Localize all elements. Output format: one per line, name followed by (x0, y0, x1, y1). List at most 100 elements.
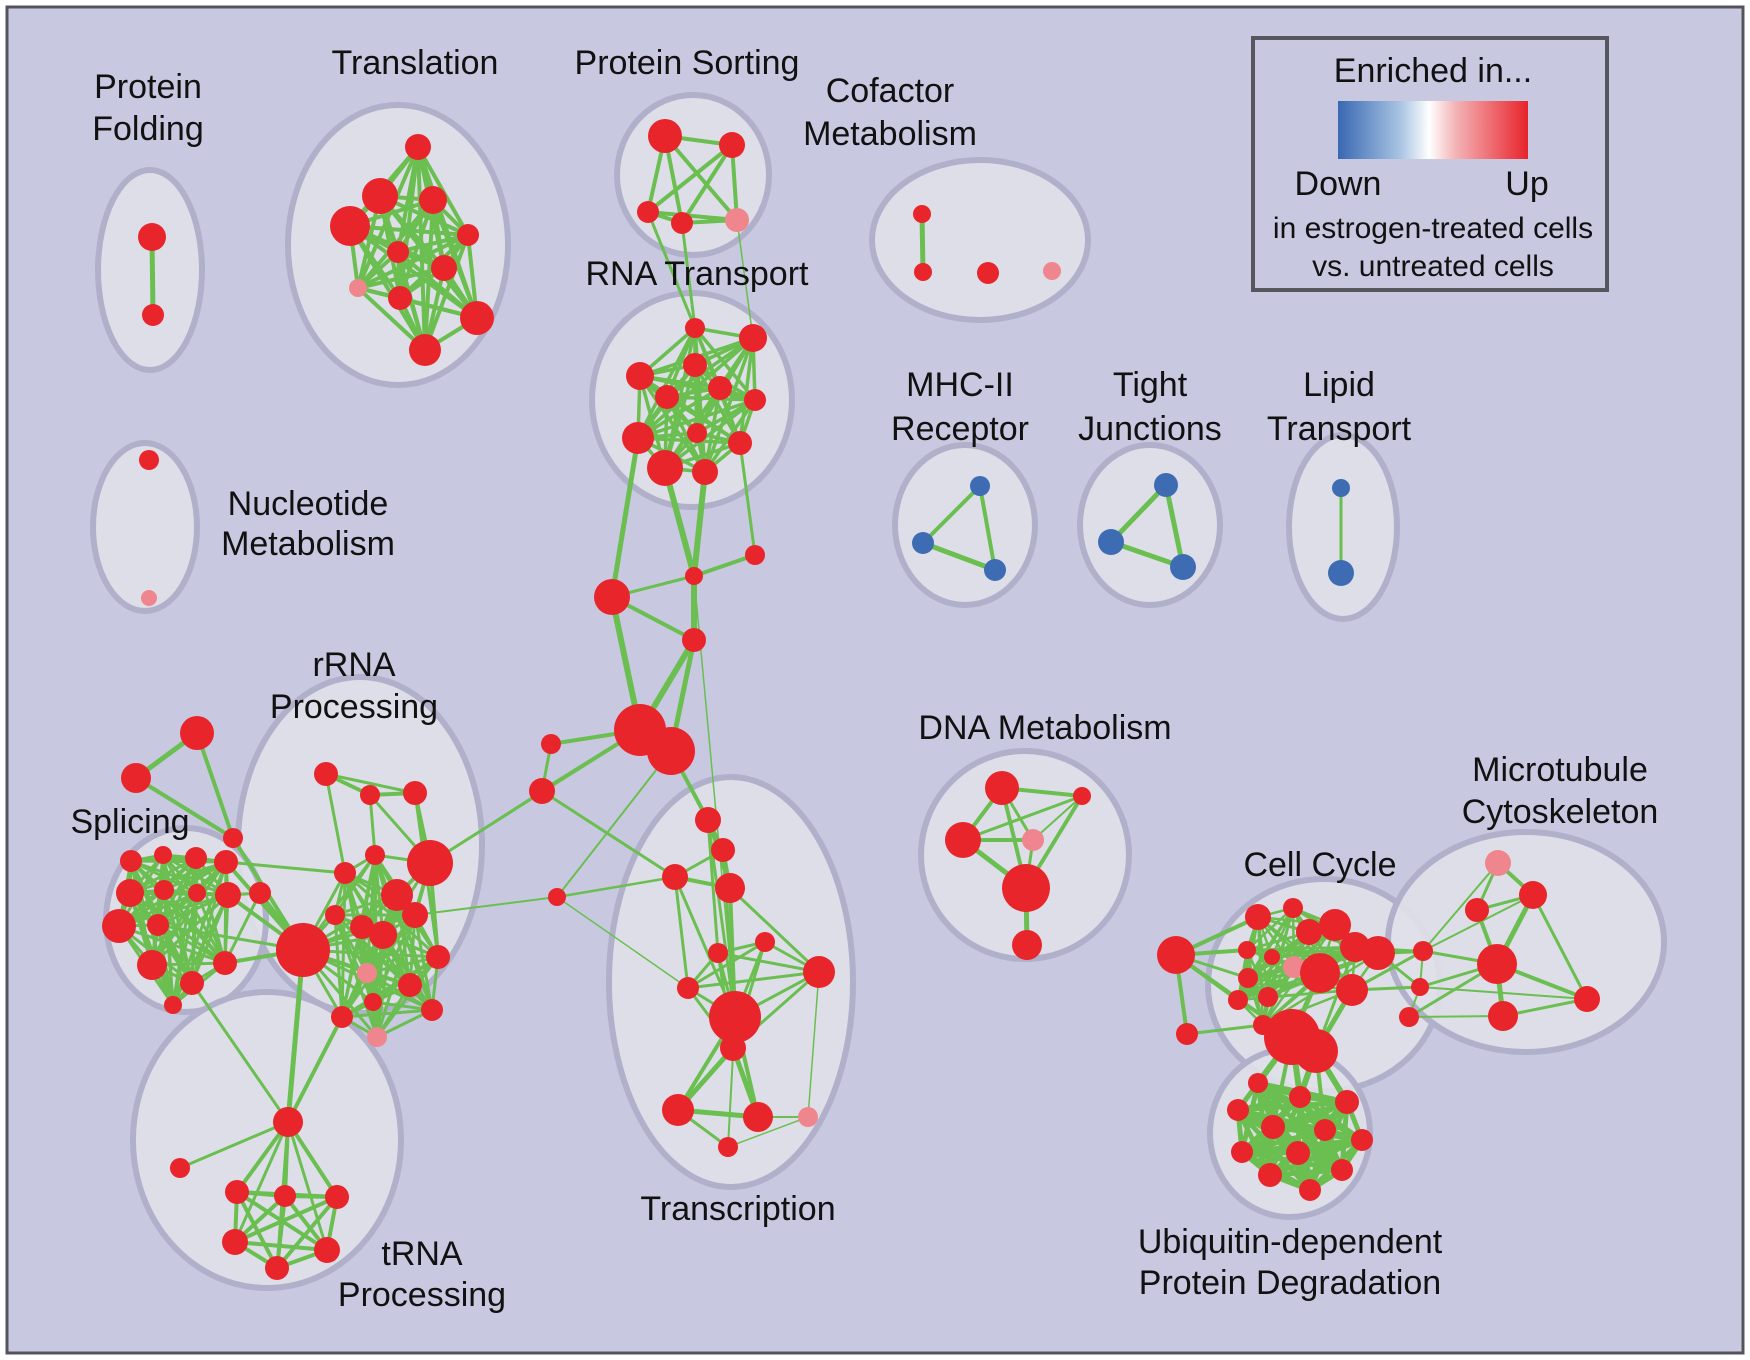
node-13 (648, 119, 682, 153)
edge (638, 374, 707, 474)
edge (381, 933, 434, 1012)
node-115 (1002, 864, 1050, 912)
edge (285, 947, 306, 1125)
node-93 (325, 1185, 349, 1209)
node-57 (185, 847, 207, 869)
node-81 (276, 923, 330, 977)
edge (235, 1190, 279, 1270)
node-68 (164, 996, 182, 1014)
node-79 (350, 915, 374, 939)
node-116 (1012, 930, 1042, 960)
node-40 (687, 423, 707, 443)
edge (233, 1195, 339, 1244)
cluster-label-lipid-transport: Transport (1267, 410, 1412, 448)
edge (414, 896, 558, 916)
node-67 (213, 951, 237, 975)
legend-box (1251, 36, 1609, 292)
node-54 (223, 828, 243, 848)
node-113 (1073, 787, 1091, 805)
node-63 (102, 909, 136, 943)
node-152 (1231, 1141, 1253, 1163)
edge (129, 859, 228, 864)
cluster-label-trna-processing: Processing (338, 1276, 506, 1314)
node-39 (622, 422, 654, 454)
node-38 (744, 389, 766, 411)
node-48 (647, 727, 695, 775)
edge (540, 789, 677, 879)
edge (1422, 862, 1499, 952)
cluster-label-translation: Translation (332, 44, 499, 82)
edge (738, 441, 757, 557)
node-61 (188, 884, 206, 902)
node-90 (170, 1158, 190, 1178)
node-69 (314, 762, 338, 786)
node-82 (357, 963, 377, 983)
node-122 (1319, 909, 1351, 941)
node-46 (745, 545, 765, 565)
edge (1236, 988, 1354, 1002)
cluster-label-rrna-processing: Processing (270, 688, 438, 726)
node-88 (367, 1027, 387, 1047)
node-117 (1157, 936, 1195, 974)
node-77 (402, 902, 428, 928)
edge (961, 794, 1084, 842)
edge (1245, 906, 1295, 952)
cluster-label-trna-processing: tRNA (381, 1235, 463, 1273)
node-119 (1245, 904, 1271, 930)
cluster-label-cell-cycle: Cell Cycle (1243, 846, 1396, 884)
node-96 (265, 1256, 289, 1280)
cluster-label-dna-metabolism: DNA Metabolism (918, 709, 1171, 747)
node-27 (1154, 473, 1178, 497)
node-24 (970, 476, 990, 496)
edge (348, 224, 427, 352)
node-1 (142, 304, 164, 326)
cluster-label-ubiquitin-degradation: Ubiquitin-dependent (1138, 1223, 1443, 1261)
edge (921, 484, 982, 545)
edge (1419, 986, 1588, 1000)
cluster-ellipse-lipid-transport (1286, 432, 1400, 622)
edge (727, 1116, 809, 1148)
cluster-label-protein-folding: Folding (92, 110, 204, 148)
node-84 (398, 973, 422, 997)
node-99 (677, 977, 699, 999)
node-10 (388, 286, 412, 310)
node-148 (1227, 1099, 1249, 1121)
node-153 (1286, 1141, 1310, 1165)
node-37 (708, 376, 732, 400)
node-32 (685, 318, 705, 338)
node-89 (273, 1107, 303, 1137)
node-125 (1264, 949, 1280, 965)
cluster-label-microtubule-cytoskeleton: Microtubule (1472, 751, 1648, 789)
edge (638, 374, 757, 402)
edge (807, 971, 820, 1118)
node-15 (637, 201, 659, 223)
node-85 (364, 993, 382, 1011)
node-135 (1294, 1029, 1338, 1073)
cluster-label-nucleotide-metabolism: Nucleotide (228, 485, 389, 523)
node-53 (121, 763, 151, 793)
edge (324, 772, 347, 875)
edge (128, 860, 228, 895)
legend: Enriched in... Down Up in estrogen-treat… (1251, 36, 1609, 292)
edge (703, 336, 755, 474)
node-101 (709, 991, 761, 1043)
edge (413, 913, 434, 1012)
edge (431, 198, 479, 320)
node-91 (225, 1180, 249, 1204)
edge (190, 981, 290, 1124)
node-80 (369, 921, 397, 949)
node-59 (116, 879, 144, 907)
node-136 (1413, 941, 1433, 961)
node-70 (360, 785, 380, 805)
edge (978, 484, 997, 572)
edge (396, 233, 470, 254)
cluster-label-lipid-transport: Lipid (1303, 366, 1375, 404)
node-12 (409, 334, 441, 366)
node-103 (662, 1094, 694, 1126)
node-102 (720, 1035, 746, 1061)
node-104 (743, 1102, 773, 1132)
node-42 (647, 450, 683, 486)
node-49 (541, 734, 561, 754)
edge (117, 893, 230, 928)
edge (1246, 976, 1354, 992)
